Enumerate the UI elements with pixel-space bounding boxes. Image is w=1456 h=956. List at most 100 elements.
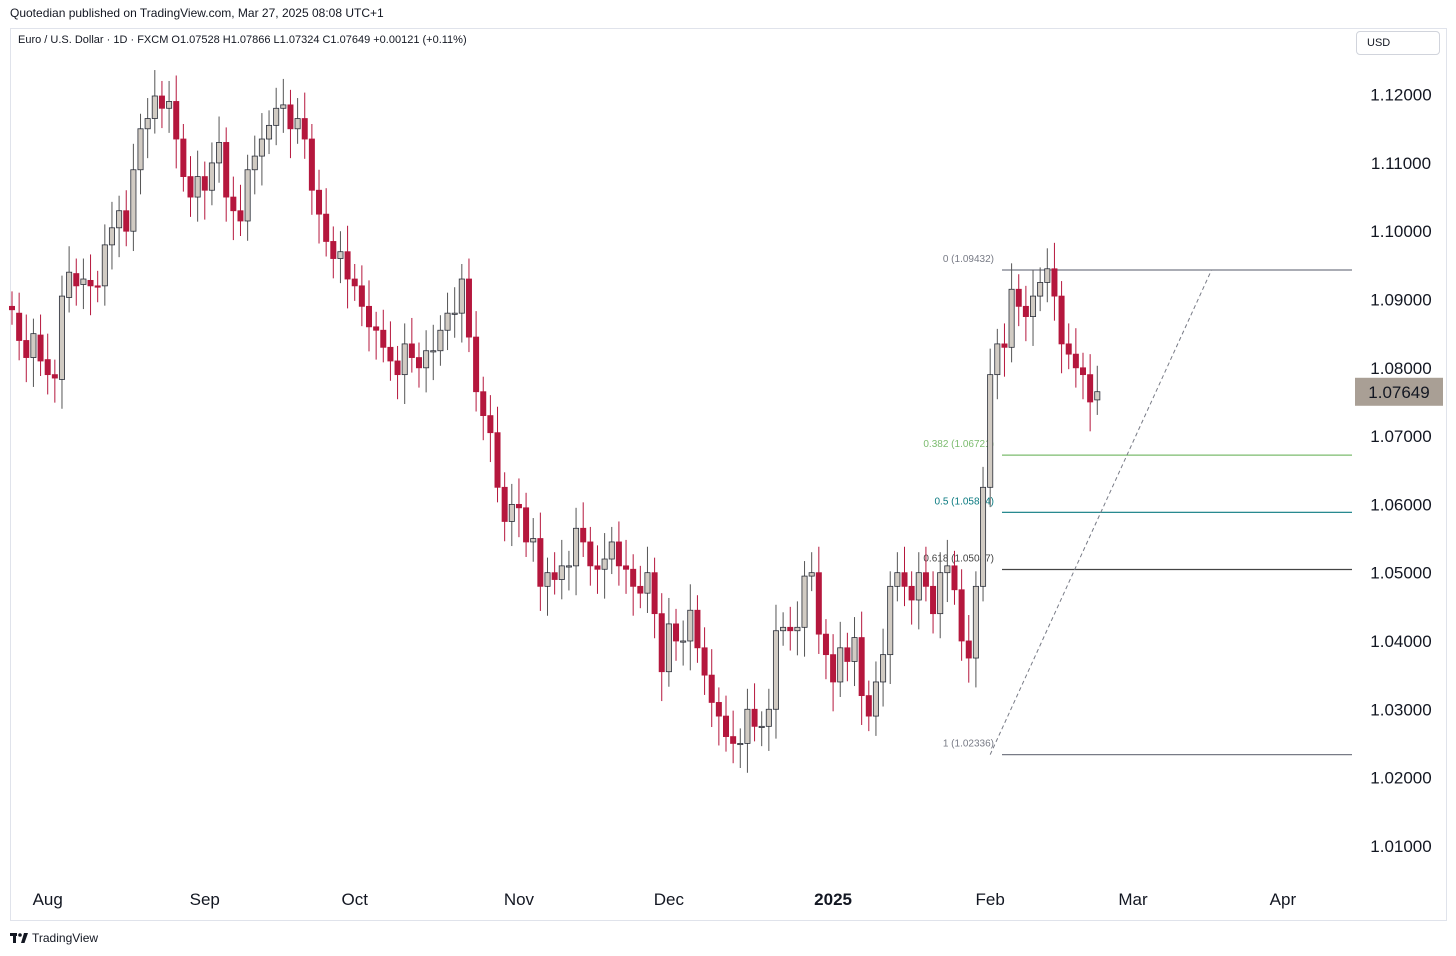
candle: [865, 680, 872, 732]
candle-body: [294, 118, 301, 130]
candle-body: [822, 633, 829, 656]
candle-body: [737, 743, 744, 746]
candle-body: [1080, 367, 1087, 376]
candle: [501, 472, 508, 542]
candle: [673, 608, 680, 661]
candle-body: [965, 640, 972, 659]
candle: [772, 604, 779, 739]
candle: [908, 571, 915, 625]
fibonacci-retracement[interactable]: 0 (1.09432) 0.382 (1.06721) 0.5 (1.05884) 0…: [923, 254, 1352, 756]
y-tick-label: 1.12000: [1370, 86, 1431, 105]
candle-body: [16, 312, 23, 341]
candle: [437, 315, 444, 366]
candle-body: [872, 681, 879, 717]
candle-body: [701, 647, 708, 676]
candle: [644, 546, 651, 613]
candle-body: [1044, 268, 1051, 283]
candle-body: [801, 575, 808, 628]
y-tick-label: 1.05000: [1370, 564, 1431, 583]
fib-trend-line[interactable]: [989, 269, 1212, 755]
candle: [123, 190, 130, 247]
candle: [158, 80, 165, 129]
candle: [487, 395, 494, 463]
candle: [1087, 354, 1094, 432]
candle: [365, 280, 372, 352]
currency-selector[interactable]: USD: [1356, 31, 1440, 55]
candle: [608, 526, 615, 575]
candle: [858, 611, 865, 725]
candle: [87, 254, 94, 316]
candle-body: [51, 374, 58, 379]
candle: [16, 292, 23, 361]
candle: [651, 557, 658, 639]
candle: [173, 75, 180, 169]
candle-body: [394, 360, 401, 376]
candle-body: [323, 213, 330, 242]
candle: [8, 291, 15, 325]
candle-body: [480, 391, 487, 417]
candle-body: [751, 708, 758, 727]
candle-body: [1001, 343, 1008, 348]
candle-body: [644, 572, 651, 594]
candle: [944, 539, 951, 603]
x-tick-label: 2025: [814, 890, 852, 909]
candle-body: [680, 640, 687, 643]
candle: [615, 521, 622, 586]
y-tick-label: 1.07000: [1370, 427, 1431, 446]
candle: [1065, 323, 1072, 370]
y-tick-label: 1.06000: [1370, 495, 1431, 514]
candle: [665, 597, 672, 687]
candle: [323, 188, 330, 257]
candle: [187, 156, 194, 217]
candle-body: [330, 241, 337, 259]
fib-level-label: 0.618 (1.05047): [923, 553, 994, 564]
candle: [137, 113, 144, 195]
candle-body: [137, 128, 144, 171]
candle: [208, 142, 215, 206]
candle: [894, 552, 901, 602]
y-tick-label: 1.11000: [1371, 154, 1431, 173]
candle: [344, 225, 351, 309]
candle: [758, 711, 765, 747]
time-axis[interactable]: Aug Sep Oct Nov Dec 2025 Feb Mar Apr: [33, 890, 1297, 909]
candle: [580, 502, 587, 557]
candle: [216, 116, 223, 183]
candle: [251, 135, 258, 195]
y-tick-label: 1.02000: [1370, 769, 1431, 788]
candle: [373, 311, 380, 360]
candle-body: [858, 637, 865, 697]
candle-body: [1051, 268, 1058, 297]
candle: [1094, 365, 1101, 415]
candle: [380, 309, 387, 363]
candle-body: [787, 626, 794, 632]
candle: [508, 483, 515, 547]
candle-body: [101, 244, 108, 287]
candle: [1015, 274, 1022, 327]
candle: [658, 593, 665, 702]
candle: [987, 348, 994, 508]
candle-body: [408, 343, 415, 358]
candle-body: [337, 251, 344, 259]
candle-body: [1065, 343, 1072, 355]
brand-footer[interactable]: TradingView: [10, 931, 98, 945]
price-axis[interactable]: 1.12000 1.11000 1.10000 1.09000 1.08000 1.070…: [1370, 86, 1431, 856]
fib-level-label: 0 (1.09432): [943, 254, 994, 265]
candle-body: [80, 278, 87, 285]
candle-body: [865, 695, 872, 717]
candle: [808, 552, 815, 592]
candle-body: [565, 565, 572, 568]
y-tick-label: 1.04000: [1370, 632, 1431, 651]
x-tick-label: Apr: [1270, 890, 1297, 909]
candle-body: [601, 558, 608, 570]
candle-body: [594, 565, 601, 570]
candle-body: [558, 565, 565, 580]
candle-body: [551, 572, 558, 580]
candle: [830, 634, 837, 712]
candle-body: [301, 118, 308, 140]
candle: [166, 80, 173, 133]
candle: [765, 688, 772, 751]
candle-body: [937, 572, 944, 615]
candle-body: [23, 340, 30, 358]
candle: [1030, 270, 1037, 346]
